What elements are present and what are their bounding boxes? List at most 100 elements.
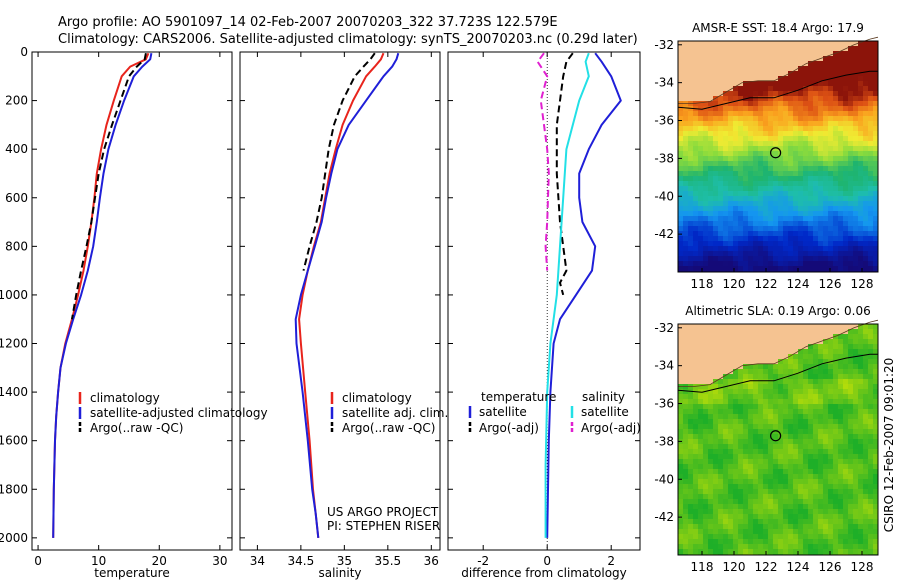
map-cell xyxy=(843,156,848,161)
map-cell xyxy=(743,46,748,51)
map-cell xyxy=(708,329,713,334)
map-cell xyxy=(788,389,793,394)
map-cell xyxy=(843,101,848,106)
map-cell xyxy=(693,474,698,479)
map-cell xyxy=(843,81,848,86)
map-cell xyxy=(858,544,863,549)
map-cell xyxy=(738,251,743,256)
map-cell xyxy=(708,484,713,489)
map-cell xyxy=(808,236,813,241)
map-cell xyxy=(853,524,858,529)
map-cell xyxy=(698,389,703,394)
sla_map-xtick-label: 128 xyxy=(851,560,874,574)
map-cell xyxy=(818,131,823,136)
map-cell xyxy=(778,529,783,534)
map-cell xyxy=(728,241,733,246)
map-cell xyxy=(678,171,683,176)
map-cell xyxy=(728,81,733,86)
map-cell xyxy=(753,544,758,549)
map-cell xyxy=(753,524,758,529)
map-cell xyxy=(698,251,703,256)
map-cell xyxy=(818,514,823,519)
map-cell xyxy=(793,449,798,454)
sla_map-xtick-label: 120 xyxy=(723,560,746,574)
map-cell xyxy=(723,549,728,554)
map-cell xyxy=(728,359,733,364)
map-cell xyxy=(873,231,878,236)
map-cell xyxy=(683,444,688,449)
map-cell xyxy=(703,251,708,256)
map-cell xyxy=(858,71,863,76)
map-cell xyxy=(813,161,818,166)
map-cell xyxy=(688,519,693,524)
map-cell xyxy=(768,489,773,494)
map-cell xyxy=(788,251,793,256)
map-cell xyxy=(818,359,823,364)
map-cell xyxy=(838,181,843,186)
map-cell xyxy=(783,196,788,201)
map-cell xyxy=(763,191,768,196)
map-cell xyxy=(748,201,753,206)
map-cell xyxy=(793,251,798,256)
map-cell xyxy=(843,121,848,126)
map-cell xyxy=(693,246,698,251)
map-cell xyxy=(863,469,868,474)
map-cell xyxy=(798,339,803,344)
map-cell xyxy=(718,81,723,86)
map-cell xyxy=(748,429,753,434)
map-cell xyxy=(778,474,783,479)
map-cell xyxy=(788,364,793,369)
map-cell xyxy=(748,409,753,414)
map-cell xyxy=(708,111,713,116)
map-cell xyxy=(858,61,863,66)
map-cell xyxy=(723,374,728,379)
map-cell xyxy=(788,454,793,459)
map-cell xyxy=(778,429,783,434)
map-cell xyxy=(733,161,738,166)
map-cell xyxy=(828,121,833,126)
map-cell xyxy=(853,489,858,494)
map-cell xyxy=(753,196,758,201)
map-cell xyxy=(718,459,723,464)
map-cell xyxy=(763,514,768,519)
map-cell xyxy=(863,201,868,206)
legend-label: Argo(-adj) xyxy=(581,421,641,435)
map-cell xyxy=(763,474,768,479)
map-cell xyxy=(763,216,768,221)
map-cell xyxy=(838,544,843,549)
map-cell xyxy=(803,504,808,509)
map-cell xyxy=(843,66,848,71)
map-cell xyxy=(793,151,798,156)
map-cell xyxy=(803,404,808,409)
map-cell xyxy=(828,409,833,414)
map-cell xyxy=(733,151,738,156)
map-cell xyxy=(858,91,863,96)
map-cell xyxy=(783,206,788,211)
map-cell xyxy=(868,86,873,91)
map-cell xyxy=(718,544,723,549)
map-cell xyxy=(768,369,773,374)
map-cell xyxy=(713,394,718,399)
map-cell xyxy=(823,459,828,464)
map-cell xyxy=(683,364,688,369)
map-cell xyxy=(818,126,823,131)
map-cell xyxy=(753,76,758,81)
map-cell xyxy=(838,464,843,469)
map-cell xyxy=(703,166,708,171)
map-cell xyxy=(783,176,788,181)
map-cell xyxy=(823,349,828,354)
map-cell xyxy=(848,186,853,191)
map-cell xyxy=(708,91,713,96)
map-cell xyxy=(863,474,868,479)
map-cell xyxy=(703,206,708,211)
map-cell xyxy=(828,404,833,409)
map-cell xyxy=(753,384,758,389)
map-cell xyxy=(703,176,708,181)
map-cell xyxy=(803,549,808,554)
map-cell xyxy=(683,111,688,116)
map-cell xyxy=(793,469,798,474)
map-cell xyxy=(828,539,833,544)
map-cell xyxy=(758,41,763,46)
map-cell xyxy=(738,489,743,494)
map-cell xyxy=(678,211,683,216)
